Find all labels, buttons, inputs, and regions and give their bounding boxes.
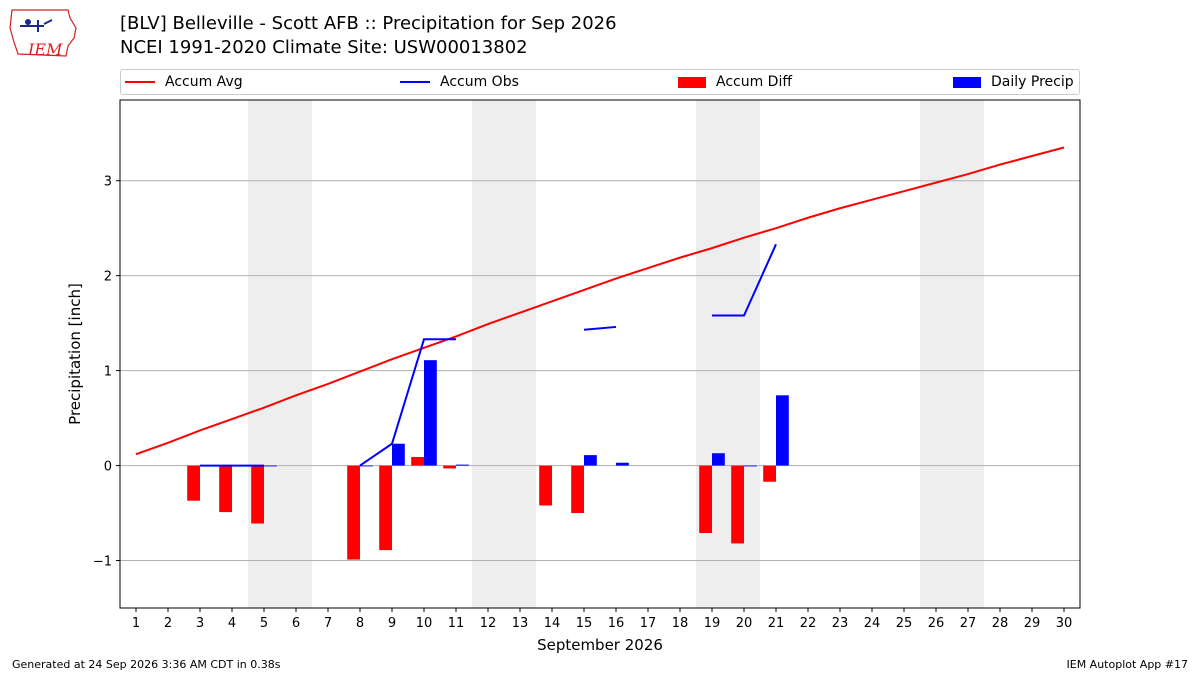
daily-precip-bar (264, 465, 277, 467)
x-tick-label: 26 (928, 616, 945, 631)
weekend-band (920, 100, 984, 608)
accum-obs-line (712, 243, 777, 317)
x-tick-label: 23 (832, 616, 849, 631)
daily-precip-bar (744, 465, 757, 467)
daily-precip-bar (456, 464, 469, 466)
grid-lines (120, 180, 1080, 562)
chart-subtitle: NCEI 1991-2020 Climate Site: USW00013802 (120, 37, 528, 58)
x-tick-label: 19 (704, 616, 721, 631)
daily-precip-bar (392, 443, 405, 466)
daily-precip-bar (712, 453, 725, 466)
legend-swatch-accum-avg (125, 81, 155, 83)
y-axis-label: Precipitation [inch] (66, 283, 84, 425)
x-tick-label: 14 (544, 616, 561, 631)
y-tick-label: 1 (104, 365, 112, 380)
y-tick-label: 2 (104, 270, 112, 285)
accum-avg-line (135, 146, 1065, 456)
daily-precip-bar (424, 360, 437, 466)
x-tick-label: 2 (164, 616, 172, 631)
y-tick-label: 0 (104, 460, 112, 475)
accum-diff-bar (539, 465, 552, 506)
x-tick-label: 1 (132, 616, 140, 631)
x-tick-label: 16 (608, 616, 625, 631)
plot-frame (119, 99, 1081, 609)
x-tick-label: 9 (388, 616, 396, 631)
x-tick-label: 13 (512, 616, 529, 631)
x-tick-label: 25 (896, 616, 913, 631)
x-tick-label: 20 (736, 616, 753, 631)
accum-obs-line (583, 325, 617, 331)
x-tick-label: 10 (416, 616, 433, 631)
x-tick-label: 24 (864, 616, 881, 631)
x-tick-label: 18 (672, 616, 689, 631)
daily-precip-bar (776, 395, 789, 466)
accum-diff-bar (187, 465, 200, 501)
legend: Accum Avg Accum Obs Accum Diff Daily Pre… (120, 69, 1080, 95)
legend-swatch-daily-precip (953, 76, 981, 88)
x-tick-label: 5 (260, 616, 268, 631)
footer-generated: Generated at 24 Sep 2026 3:36 AM CDT in … (12, 658, 281, 671)
accum-diff-bar (411, 457, 424, 466)
iowa-map-icon (9, 9, 77, 57)
x-tick-label: 4 (228, 616, 236, 631)
logo-text: IEM (28, 40, 63, 59)
accum-diff-bar (763, 465, 776, 482)
x-tick-label: 7 (324, 616, 332, 631)
x-tick-label: 21 (768, 616, 785, 631)
footer-app: IEM Autoplot App #17 (1066, 658, 1189, 671)
y-axis-ticks: −1 0 1 2 3 (93, 175, 120, 570)
accum-diff-bar (347, 465, 360, 560)
daily-precip-bar (584, 455, 597, 466)
x-tick-label: 27 (960, 616, 977, 631)
bars (187, 360, 789, 560)
accum-diff-bar (219, 465, 232, 513)
accum-diff-bar (699, 465, 712, 533)
x-tick-label: 15 (576, 616, 593, 631)
chart-title: [BLV] Belleville - Scott AFB :: Precipit… (120, 13, 617, 34)
legend-label-daily-precip: Daily Precip (991, 74, 1074, 90)
accum-diff-bar (571, 465, 584, 514)
x-axis-label: September 2026 (537, 636, 663, 654)
y-tick-label: −1 (93, 555, 112, 570)
legend-label-accum-avg: Accum Avg (165, 74, 243, 90)
x-tick-label: 3 (196, 616, 204, 631)
accum-obs-line (359, 338, 456, 467)
y-tick-label: 3 (104, 175, 112, 190)
legend-label-accum-diff: Accum Diff (716, 74, 793, 90)
accum-diff-bar (731, 465, 744, 544)
legend-label-accum-obs: Accum Obs (440, 74, 519, 90)
lines (135, 146, 1065, 467)
x-tick-label: 12 (480, 616, 497, 631)
x-tick-label: 11 (448, 616, 465, 631)
iem-logo: IEM (8, 6, 80, 59)
legend-item-daily-precip: Daily Precip (953, 70, 1074, 94)
x-tick-label: 8 (356, 616, 364, 631)
weekend-band (472, 100, 536, 608)
accum-diff-bar (443, 465, 456, 469)
x-axis-ticks: 1 2 3 4 5 6 7 8 9 10 11 12 13 14 15 16 17 18 19 20 21 22 23 24 2… (132, 608, 1072, 631)
legend-swatch-accum-diff (678, 76, 706, 88)
x-tick-label: 29 (1024, 616, 1041, 631)
accum-diff-bar (379, 465, 392, 551)
legend-item-accum-avg: Accum Avg (125, 70, 243, 94)
legend-swatch-accum-obs (400, 81, 430, 83)
x-tick-label: 17 (640, 616, 657, 631)
accum-diff-bar (251, 465, 264, 524)
x-tick-label: 6 (292, 616, 300, 631)
daily-precip-bar (360, 465, 373, 467)
x-tick-label: 28 (992, 616, 1009, 631)
legend-item-accum-diff: Accum Diff (678, 70, 792, 94)
legend-item-accum-obs: Accum Obs (400, 70, 519, 94)
weekend-shading (248, 100, 984, 608)
x-tick-label: 30 (1056, 616, 1073, 631)
weekend-band (248, 100, 312, 608)
daily-precip-bar (616, 462, 629, 466)
x-tick-label: 22 (800, 616, 817, 631)
